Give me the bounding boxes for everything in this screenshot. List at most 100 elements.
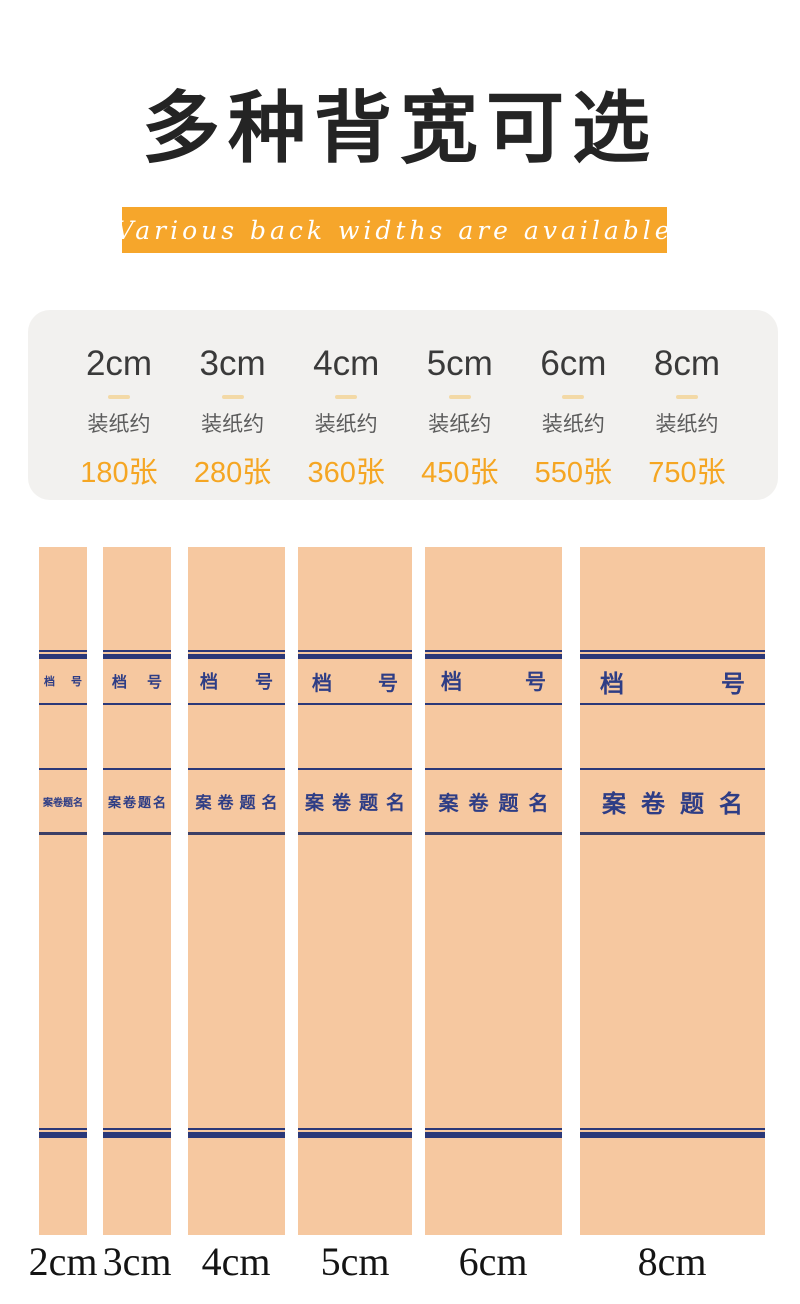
- spec-size: 2cm: [85, 344, 153, 383]
- divider-line: [103, 654, 171, 659]
- dash-divider: [108, 395, 130, 399]
- file-number-row: 档 号: [600, 671, 745, 698]
- spine-width-label-8cm: 8cm: [637, 1239, 707, 1284]
- spine-width-label-2cm: 2cm: [28, 1239, 98, 1284]
- spine-blank-top: [188, 547, 285, 650]
- spine-width-label-3cm: 3cm: [102, 1239, 172, 1284]
- divider-line: [298, 1128, 412, 1130]
- divider-line: [580, 650, 765, 652]
- spec-size: 5cm: [426, 344, 493, 383]
- spine-blank-top: [580, 547, 765, 650]
- divider-line: [39, 654, 87, 659]
- divider-line: [580, 654, 765, 659]
- case-title-row: 案卷题名: [305, 792, 414, 814]
- capacity-value: 550张: [534, 457, 613, 489]
- divider-line: [425, 832, 562, 835]
- divider-line: [580, 768, 765, 770]
- folder-spine-4cm: 档 号 案卷题名: [188, 547, 285, 1235]
- folder-spine-8cm: 档 号 案卷题名: [580, 547, 765, 1235]
- divider-line: [188, 650, 285, 652]
- file-number-row: 档 号: [44, 676, 82, 688]
- divider-line: [39, 1132, 87, 1138]
- divider-line: [425, 650, 562, 652]
- spine-width-label-6cm: 6cm: [458, 1239, 528, 1284]
- divider-line: [425, 654, 562, 659]
- spec-column-3cm: 3cm 装纸约 280张: [194, 344, 272, 500]
- divider-line: [298, 703, 412, 705]
- divider-line: [298, 1132, 412, 1138]
- spec-size: 6cm: [540, 344, 607, 383]
- divider-line: [188, 703, 285, 705]
- dash-divider: [221, 395, 244, 399]
- divider-line: [298, 768, 412, 770]
- divider-line: [298, 650, 412, 652]
- divider-line: [103, 768, 171, 770]
- capacity-value: 450张: [421, 457, 499, 489]
- spine-blank-top: [298, 547, 412, 650]
- spine-blank-bottom: [103, 1138, 171, 1235]
- folder-spine-6cm: 档 号 案卷题名: [425, 547, 562, 1235]
- spine-blank-bottom: [39, 1138, 87, 1235]
- capacity-label: 装纸约: [314, 413, 378, 436]
- divider-line: [298, 832, 412, 835]
- divider-line: [103, 832, 171, 835]
- capacity-label: 装纸约: [655, 413, 719, 436]
- divider-line: [39, 650, 87, 652]
- dash-divider: [448, 395, 471, 399]
- subtitle-text: Various back widths are available: [115, 215, 674, 245]
- spine-width-label-5cm: 5cm: [320, 1239, 390, 1284]
- divider-line: [425, 1132, 562, 1138]
- spec-column-2cm: 2cm 装纸约 180张: [80, 344, 158, 500]
- divider-line: [103, 1128, 171, 1130]
- dash-divider: [675, 395, 698, 399]
- divider-line: [103, 1132, 171, 1138]
- capacity-label: 装纸约: [201, 413, 265, 436]
- divider-line: [39, 1128, 87, 1130]
- case-title-row: 案卷题名: [107, 794, 168, 810]
- divider-line: [425, 703, 562, 705]
- case-title-row: 案卷题名: [602, 791, 758, 818]
- divider-line: [39, 703, 87, 705]
- divider-line: [580, 703, 765, 705]
- divider-line: [580, 1132, 765, 1138]
- case-title-row: 案卷题名: [43, 797, 83, 809]
- spec-column-5cm: 5cm 装纸约 450张: [421, 344, 499, 500]
- divider-line: [298, 654, 412, 659]
- spine-blank-top: [39, 547, 87, 650]
- spec-column-4cm: 4cm 装纸约 360张: [307, 344, 385, 500]
- capacity-label: 装纸约: [87, 413, 151, 436]
- divider-line: [425, 768, 562, 770]
- folder-spine-5cm: 档 号 案卷题名: [298, 547, 412, 1235]
- capacity-value: 750张: [648, 457, 726, 489]
- divider-line: [188, 768, 285, 770]
- divider-line: [39, 768, 87, 770]
- folder-spine-2cm: 档 号 案卷题名: [39, 547, 87, 1235]
- case-title-row: 案卷题名: [195, 795, 284, 812]
- capacity-value: 360张: [307, 457, 385, 489]
- specs-card: 2cm 装纸约 180张 3cm 装纸约 280张 4cm 装纸约 360张 5…: [28, 310, 778, 500]
- capacity-value: 280张: [193, 457, 272, 489]
- case-title-row: 案卷题名: [438, 792, 559, 815]
- spine-blank-bottom: [188, 1138, 285, 1235]
- folder-spine-3cm: 档 号 案卷题名: [103, 547, 171, 1235]
- spine-blank-top: [425, 547, 562, 650]
- spine-blank-bottom: [425, 1138, 562, 1235]
- divider-line: [188, 1128, 285, 1130]
- spec-column-6cm: 6cm 装纸约 550张: [534, 344, 612, 500]
- page-title: 多种背宽可选: [141, 85, 658, 172]
- divider-line: [103, 650, 171, 652]
- capacity-label: 装纸约: [541, 413, 605, 436]
- capacity-label: 装纸约: [428, 413, 492, 436]
- spine-blank-bottom: [580, 1138, 765, 1235]
- file-number-row: 档 号: [312, 672, 398, 695]
- divider-line: [425, 1128, 562, 1130]
- subtitle-banner: Various back widths are available: [115, 207, 670, 253]
- spine-blank-top: [103, 547, 171, 650]
- spec-size: 3cm: [199, 344, 266, 383]
- file-number-row: 档 号: [200, 672, 273, 692]
- dash-divider: [335, 395, 358, 399]
- divider-line: [103, 703, 171, 705]
- spec-size: 4cm: [313, 344, 380, 383]
- divider-line: [188, 832, 285, 835]
